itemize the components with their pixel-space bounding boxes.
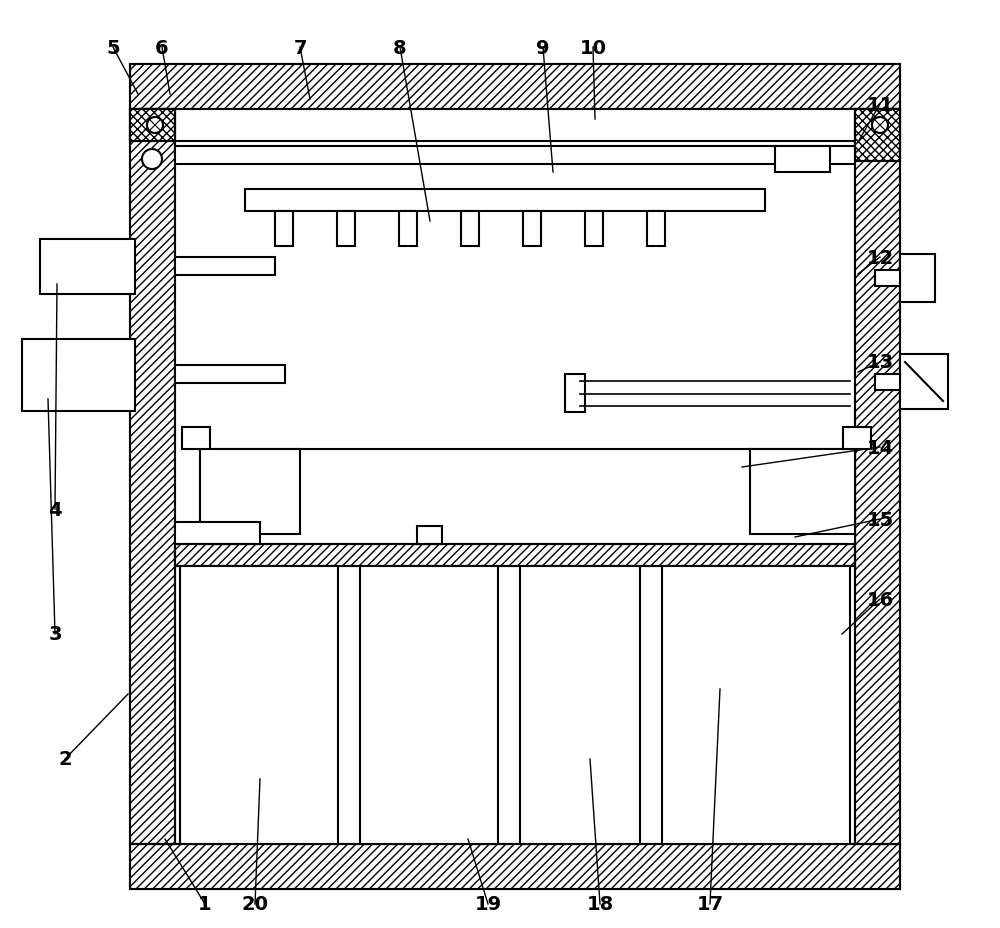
Bar [130,110,175,142]
Bar [130,110,175,844]
Bar [40,239,135,295]
Circle shape [872,118,888,134]
Text: 5: 5 [106,38,120,58]
Bar [875,271,900,287]
Bar [662,566,850,844]
Bar [337,212,355,247]
Bar [130,65,900,110]
Circle shape [142,149,162,170]
Text: 7: 7 [293,38,307,58]
Bar [175,545,855,566]
Text: 20: 20 [242,895,269,913]
Text: 15: 15 [866,510,894,529]
Bar [855,110,900,844]
Bar [200,449,300,535]
Bar [843,428,871,449]
Bar [175,147,855,165]
Bar [200,449,855,545]
Text: 16: 16 [866,590,894,609]
Text: 8: 8 [393,38,407,58]
Text: 4: 4 [48,500,62,519]
Text: 3: 3 [48,625,62,644]
Bar [855,110,900,844]
Circle shape [147,118,163,134]
Text: 6: 6 [155,38,169,58]
Text: 19: 19 [474,895,502,913]
Text: 11: 11 [866,96,894,114]
Bar [855,110,900,161]
Bar [520,566,640,844]
Bar [175,258,275,276]
Bar [130,844,900,889]
Bar [900,354,948,409]
Bar [22,340,135,411]
Bar [175,110,855,142]
Bar [180,566,338,844]
Bar [130,110,175,844]
Bar [130,65,900,110]
Text: 2: 2 [58,750,72,768]
Bar [523,212,541,247]
Text: 1: 1 [198,895,212,913]
Bar [775,147,830,173]
Text: 14: 14 [866,438,894,457]
Bar [750,449,855,535]
Bar [585,212,603,247]
Bar [855,110,900,161]
Text: 12: 12 [866,248,894,267]
Text: 13: 13 [866,354,894,372]
Bar [360,566,498,844]
Bar [130,844,900,889]
Bar [647,212,665,247]
Bar [130,110,175,142]
Bar [565,375,585,413]
Bar [182,428,210,449]
Text: 10: 10 [580,38,606,58]
Bar [275,212,293,247]
Bar [875,375,900,391]
Bar [417,526,442,545]
Text: 18: 18 [586,895,614,913]
Text: 17: 17 [696,895,724,913]
Bar [461,212,479,247]
Bar [175,545,855,566]
Bar [399,212,417,247]
Bar [900,254,935,303]
Text: 9: 9 [536,38,550,58]
Bar [175,366,285,383]
Bar [245,190,765,212]
Bar [175,522,260,545]
